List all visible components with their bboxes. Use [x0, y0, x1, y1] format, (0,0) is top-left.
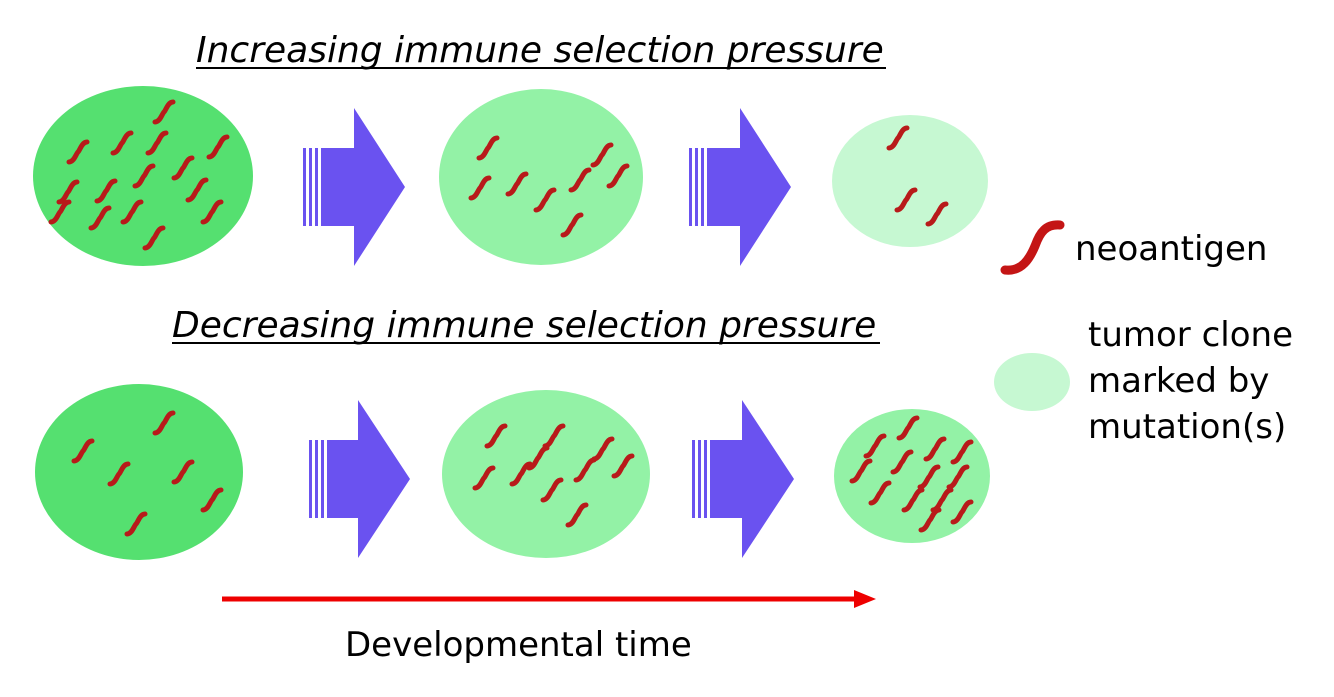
progression-arrow — [692, 400, 794, 558]
clone-increasing-stage-1 — [33, 86, 253, 266]
progression-arrow — [689, 108, 791, 266]
progression-arrow — [309, 400, 410, 558]
legend-clone-label-line1: tumor clone — [1088, 315, 1293, 355]
tumor-clone-ellipse — [442, 390, 650, 558]
tumor-clone-ellipse — [832, 115, 988, 247]
clone-decreasing-stage-3 — [834, 409, 990, 543]
legend-neoantigen-label: neoantigen — [1075, 229, 1267, 269]
legend-clone-label-line3: mutation(s) — [1088, 407, 1286, 447]
timeline: Developmental time — [222, 590, 876, 665]
legend-clone-label-line2: marked by — [1088, 361, 1269, 401]
tumor-clone-ellipse — [35, 384, 243, 560]
timeline-label: Developmental time — [345, 625, 692, 665]
row-increasing — [33, 86, 988, 266]
tumor-clone-ellipse — [439, 89, 643, 265]
clone-increasing-stage-3 — [832, 115, 988, 247]
row-decreasing — [35, 384, 990, 560]
title-decreasing: Decreasing immune selection pressure — [172, 305, 876, 346]
clone-decreasing-stage-2 — [442, 390, 650, 558]
legend: neoantigen tumor clone marked by mutatio… — [994, 220, 1293, 447]
neoantigen-legend-icon — [1000, 220, 1065, 275]
tumor-clone-legend-icon — [994, 353, 1070, 411]
progression-arrow — [303, 108, 405, 266]
clone-increasing-stage-2 — [439, 89, 643, 265]
timeline-arrow-head — [854, 590, 876, 608]
tumor-clone-ellipse — [834, 409, 990, 543]
clone-decreasing-stage-1 — [35, 384, 243, 560]
title-increasing: Increasing immune selection pressure — [196, 30, 884, 71]
